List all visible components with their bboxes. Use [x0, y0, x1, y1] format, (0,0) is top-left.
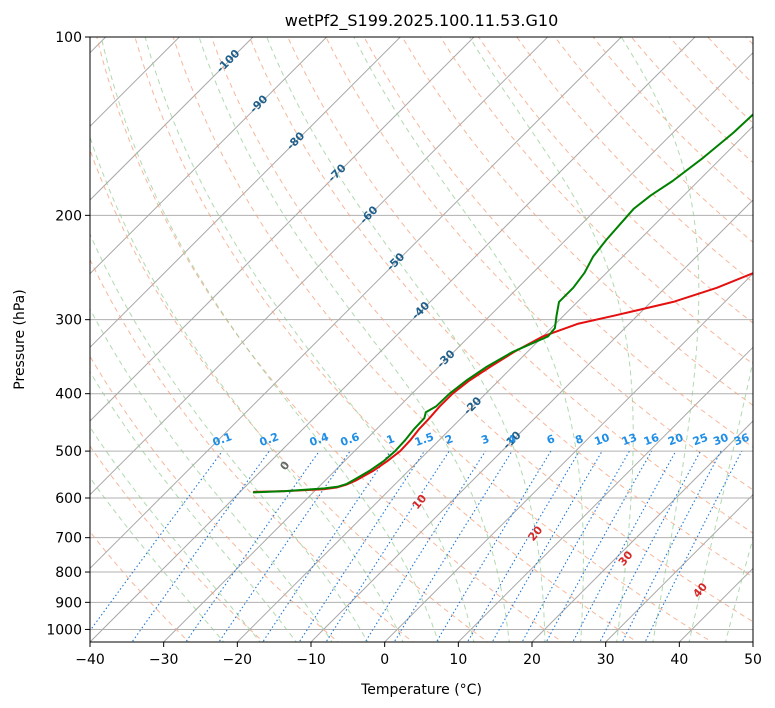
mixing-ratio-label: 8	[573, 432, 585, 447]
dry-adiabat-line	[401, 37, 753, 406]
x-tick-label: −20	[223, 652, 253, 668]
x-tick-label: 50	[744, 652, 762, 668]
isotherm-line	[90, 37, 328, 275]
isotherm-line	[457, 346, 753, 642]
isotherm-line	[90, 37, 696, 642]
x-axis-label: Temperature (°C)	[360, 682, 482, 698]
dry-adiabat-line	[363, 37, 753, 448]
x-tick-label: 0	[380, 652, 389, 668]
mixing-ratio-label: 25	[691, 431, 710, 448]
moist-adiabat-line	[90, 232, 369, 642]
background-lines	[90, 37, 753, 642]
mixing-ratio-line	[90, 450, 223, 632]
dry-adiabat-line	[172, 37, 713, 642]
dry-adiabat-line	[90, 258, 414, 642]
mixing-ratio-label: 0.4	[308, 430, 331, 449]
mixing-ratio-label: 16	[642, 431, 661, 449]
y-tick-label: 300	[55, 313, 82, 329]
mixing-ratio-label: 30	[711, 431, 730, 449]
mixing-ratio-line	[325, 450, 450, 642]
mixing-ratio-line	[298, 450, 425, 642]
mixing-ratio-label: 1.5	[413, 430, 436, 449]
plot-frame	[89, 36, 754, 643]
y-tick-label: 1000	[46, 622, 82, 638]
isotherm-line	[384, 272, 753, 642]
y-tick-label: 900	[55, 595, 82, 611]
isotherm-line	[90, 37, 622, 570]
moist-adiabat-line	[144, 37, 475, 642]
mixing-ratio-label: 1	[385, 432, 397, 447]
chart-title: wetPf2_S199.2025.100.11.53.G10	[285, 11, 559, 31]
dry-adiabat-line	[90, 355, 339, 642]
mixing-ratio-label: 4	[506, 432, 518, 447]
y-tick-label: 800	[55, 565, 82, 581]
y-tick-label: 600	[55, 491, 82, 507]
mixing-ratio-label: 6	[545, 432, 557, 447]
x-tick-label: 10	[449, 652, 467, 668]
isotherm-line	[90, 37, 254, 201]
x-tick-label: 20	[523, 652, 541, 668]
mixing-ratio-line	[599, 450, 701, 642]
moist-adiabat-line	[90, 476, 225, 642]
mixing-ratio-label: 20	[666, 431, 685, 449]
mixing-ratio-label: 0.2	[258, 430, 281, 449]
mixing-ratio-label: 0.1	[211, 430, 234, 449]
isotherm-line	[605, 493, 753, 642]
isotherm-line	[90, 37, 475, 422]
y-tick-label: 700	[55, 531, 82, 547]
profile-lines	[252, 113, 753, 494]
dry-adiabat-line	[96, 37, 564, 642]
x-axis-ticks: −40 −30 −20 −10 0 10 20 30 40 50	[75, 642, 762, 668]
x-tick-label: −40	[75, 652, 105, 668]
dry-adiabat-line	[134, 37, 638, 642]
y-tick-label: 400	[55, 387, 82, 403]
isotherm-line	[310, 199, 753, 642]
moist-adiabat-line	[353, 37, 584, 642]
mixing-ratio-label: 0.6	[339, 430, 362, 449]
x-tick-label: −10	[296, 652, 326, 668]
mixing-ratio-line	[466, 450, 580, 642]
x-tick-label: 30	[597, 652, 615, 668]
mixing-ratio-line	[364, 450, 486, 642]
dry-adiabat-line	[90, 531, 190, 642]
mixing-ratio-label: 3	[479, 432, 491, 447]
y-axis-ticks: 100 200 300 400 500 600 700 800 900 1000	[46, 30, 90, 638]
moist-adiabat-line	[90, 426, 261, 642]
y-tick-label: 200	[55, 208, 82, 224]
dry-adiabat-line	[210, 37, 753, 623]
x-tick-label: −30	[149, 652, 179, 668]
x-tick-label: 40	[670, 652, 688, 668]
dewpoint-profile-line	[252, 113, 753, 494]
mixing-ratio-line	[218, 450, 351, 642]
y-tick-label: 500	[55, 444, 82, 460]
dry-adiabat-line	[478, 37, 753, 324]
moist-adiabat-line	[469, 37, 634, 642]
moist-adiabat-line	[90, 135, 404, 642]
mixing-ratio-label: 10	[593, 431, 612, 449]
mixing-ratio-line	[131, 450, 270, 642]
mixing-ratio-label: 36	[732, 431, 751, 449]
mixing-ratio-line	[185, 450, 320, 642]
moist-adiabat-line	[90, 370, 297, 642]
moist-adiabat-line	[100, 37, 440, 642]
isotherm-line	[90, 37, 549, 496]
mixing-ratio-line	[393, 450, 513, 642]
mixing-ratio-label: 13	[620, 431, 639, 448]
isotherm-line	[531, 420, 753, 642]
moist-adiabat-line	[266, 37, 546, 642]
moist-adiabat-line	[620, 37, 700, 642]
y-tick-label: 100	[55, 30, 82, 46]
y-axis-label: Pressure (hPa)	[12, 289, 28, 389]
isotherm-line	[163, 51, 753, 642]
mixing-ratio-line	[621, 450, 722, 642]
mixing-ratio-line	[262, 450, 392, 642]
mixing-ratio-label: 2	[443, 432, 455, 447]
mixing-ratio-line	[572, 450, 677, 642]
